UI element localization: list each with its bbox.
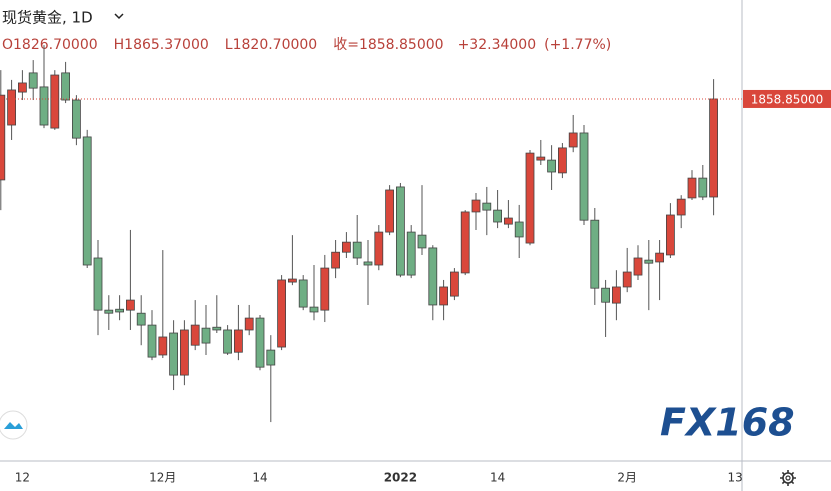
candle-body <box>622 271 632 288</box>
last-price-box <box>743 89 831 108</box>
candle-body <box>687 177 697 199</box>
candle-body <box>72 99 81 139</box>
candle-body <box>0 94 6 181</box>
x-tick-label: 13 <box>728 471 743 485</box>
candle-body <box>190 324 200 346</box>
candle-body <box>7 89 16 126</box>
candle-body <box>363 261 373 266</box>
candle-body <box>126 299 135 311</box>
candle-body <box>612 286 621 304</box>
info-text: 收=1858.85000 <box>333 37 443 53</box>
candle-body <box>277 279 287 348</box>
candle-body <box>568 132 578 148</box>
candle-body <box>525 152 535 244</box>
candle-body <box>482 202 492 211</box>
candle-body <box>61 72 70 101</box>
info-text: L1820.70000 <box>225 37 317 53</box>
candle-body <box>428 247 438 306</box>
x-tick-label: 2022 <box>384 471 417 485</box>
candle-body <box>558 147 567 174</box>
candle-body <box>233 329 243 353</box>
watermark-logo: FX168 <box>660 401 795 445</box>
candle-body <box>104 309 114 314</box>
candle-body <box>471 199 481 213</box>
candle-body <box>601 287 610 303</box>
candle-body <box>17 82 27 93</box>
candle-body <box>82 136 92 266</box>
candle-body <box>417 234 427 249</box>
x-tick-label: 14 <box>252 471 267 485</box>
candle-body <box>503 217 513 225</box>
candle-body <box>255 317 265 368</box>
dropdown-icon[interactable] <box>114 13 124 20</box>
candle-body <box>374 231 384 266</box>
candle-body <box>179 329 189 376</box>
candle-body <box>50 74 60 129</box>
candle-body <box>709 98 718 198</box>
candle-body <box>201 327 211 344</box>
candle-body <box>147 324 157 358</box>
candle-body <box>298 279 308 308</box>
candle-body <box>158 336 168 356</box>
candle-body <box>266 349 276 366</box>
candle-body <box>547 159 556 173</box>
settings-icon[interactable] <box>780 470 796 486</box>
candle-body <box>666 214 675 256</box>
tv-logo[interactable] <box>0 410 28 440</box>
candle-body <box>244 317 254 331</box>
x-tick-label: 2月 <box>617 471 637 485</box>
info-text: (+1.77%) <box>544 37 611 53</box>
candle-body <box>698 177 708 198</box>
candle-body <box>352 241 362 259</box>
candle-body <box>341 241 351 253</box>
candle-body <box>395 186 405 276</box>
candle-body <box>320 267 330 311</box>
candle-body <box>676 198 686 216</box>
candle-body <box>644 259 654 264</box>
candle-body <box>406 231 416 276</box>
candle-body <box>536 156 546 161</box>
candle-body <box>309 306 319 313</box>
candle-body <box>39 86 49 126</box>
last-price-label: 1858.85000 <box>751 92 824 106</box>
candle-body <box>590 219 600 289</box>
candle-body <box>493 209 503 223</box>
candle-body <box>633 257 643 276</box>
info-row: O1826.70000 H1865.37000 L1820.70000 收=1858.… <box>2 37 611 53</box>
candle-body <box>514 221 524 238</box>
candle-body <box>655 252 664 263</box>
candle-body <box>136 312 146 326</box>
info-text: O1826.70000 <box>2 37 98 53</box>
x-tick-label: 12 <box>15 471 30 485</box>
candle-body <box>93 257 103 311</box>
candle-body <box>449 271 459 297</box>
candle-body <box>331 251 341 269</box>
info-text: H1865.37000 <box>114 37 209 53</box>
candle-body <box>439 286 449 306</box>
candle-body <box>385 189 395 233</box>
candle-body <box>287 278 297 283</box>
info-text: +32.34000 <box>458 37 537 53</box>
candle-body <box>579 132 589 221</box>
candle-body <box>169 332 179 376</box>
candle-body <box>212 326 222 331</box>
candle-body <box>223 329 233 354</box>
x-tick-label: 14 <box>490 471 505 485</box>
chart-title: 现货黄金, 1D <box>2 9 93 27</box>
candle-body <box>28 72 38 89</box>
x-tick-label: 12月 <box>149 471 176 485</box>
candle-body <box>115 308 124 313</box>
candle-body <box>460 211 470 274</box>
